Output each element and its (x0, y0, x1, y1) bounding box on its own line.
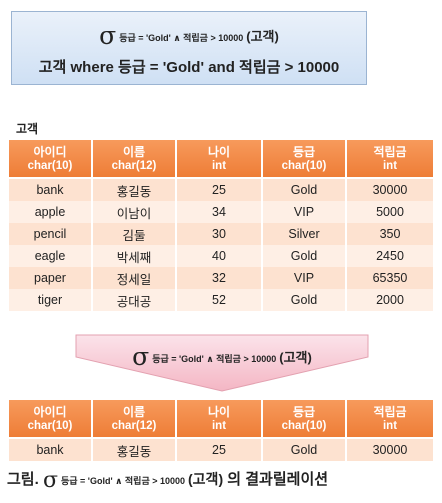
selection-formula: σ 등급 = 'Gold' ∧ 적립금 > 10000 (고객) (12, 23, 366, 48)
selection-condition: 등급 = 'Gold' ∧ 적립금 > 10000 (152, 354, 277, 364)
cell-name: 박세째 (93, 245, 177, 267)
column-name: 이름 (122, 144, 146, 159)
cell-points: 350 (347, 223, 433, 245)
column-type: int (211, 419, 227, 432)
selection-condition: 등급 = 'Gold' ∧ 적립금 > 10000 (119, 33, 244, 43)
table-row: paper 정세일 32 VIP 65350 (9, 267, 433, 289)
table-row: eagle 박세째 40 Gold 2450 (9, 245, 433, 267)
sigma-symbol: σ (42, 468, 58, 493)
column-type: int (211, 159, 227, 172)
sigma-symbol: σ (132, 342, 150, 371)
cell-points: 2000 (347, 289, 433, 311)
column-header: 이름 char(12) (93, 140, 177, 179)
relation-name: (고객) (279, 350, 312, 365)
cell-id: paper (9, 267, 93, 289)
cell-age: 34 (177, 201, 263, 223)
cell-name: 정세일 (93, 267, 177, 289)
column-type: int (382, 419, 398, 432)
cell-age: 52 (177, 289, 263, 311)
column-header: 나이 int (177, 400, 263, 439)
cell-id: pencil (9, 223, 93, 245)
cell-name: 공대공 (93, 289, 177, 311)
cell-grade: Gold (263, 289, 347, 311)
column-header: 적립금 int (347, 140, 433, 179)
column-type: char(12) (111, 159, 157, 172)
column-header: 적립금 int (347, 400, 433, 439)
cell-name: 김둘 (93, 223, 177, 245)
column-type: char(10) (27, 159, 73, 172)
selection-condition: 등급 = 'Gold' ∧ 적립금 > 10000 (60, 476, 186, 486)
column-name: 아이디 (33, 144, 67, 159)
column-name: 나이 (207, 144, 231, 159)
down-arrow-shape (75, 334, 369, 392)
cell-grade: Gold (263, 439, 347, 461)
column-type: char(10) (27, 419, 73, 432)
cell-id: bank (9, 179, 93, 201)
caption-prefix: 그림. (7, 471, 39, 488)
arrow-formula: σ 등급 = 'Gold' ∧ 적립금 > 10000 (고객) (72, 342, 372, 371)
cell-grade: VIP (263, 267, 347, 289)
result-relation-table: 아이디 char(10) 이름 char(12) 나이 int 등급 char(10) … (9, 400, 433, 461)
selection-arrow: σ 등급 = 'Gold' ∧ 적립금 > 10000 (고객) (72, 333, 372, 393)
cell-id: eagle (9, 245, 93, 267)
cell-age: 30 (177, 223, 263, 245)
column-header: 아이디 char(10) (9, 140, 93, 179)
column-header: 나이 int (177, 140, 263, 179)
cell-grade: VIP (263, 201, 347, 223)
cell-points: 30000 (347, 439, 433, 461)
caption-suffix: 의 결과릴레이션 (227, 471, 329, 488)
cell-points: 65350 (347, 267, 433, 289)
column-name: 아이디 (33, 404, 67, 419)
table-caption: 고객 (16, 122, 39, 136)
column-name: 나이 (207, 404, 231, 419)
column-type: char(10) (281, 419, 327, 432)
cell-id: tiger (9, 289, 93, 311)
cell-id: apple (9, 201, 93, 223)
sql-expression: 고객 where 등급 = 'Gold' and 적립금 > 10000 (38, 59, 340, 76)
cell-age: 40 (177, 245, 263, 267)
source-relation-table: 아이디 char(10) 이름 char(12) 나이 int 등급 char(10) … (9, 140, 433, 311)
header-row: 아이디 char(10) 이름 char(12) 나이 int 등급 char(10) … (9, 400, 433, 439)
cell-id: bank (9, 439, 93, 461)
cell-name: 홍길동 (93, 439, 177, 461)
header-row: 아이디 char(10) 이름 char(12) 나이 int 등급 char(10) … (9, 140, 433, 179)
selection-expression-box: σ 등급 = 'Gold' ∧ 적립금 > 10000 (고객) 고객 where … (11, 11, 367, 85)
cell-age: 25 (177, 179, 263, 201)
table-row: pencil 김둘 30 Silver 350 (9, 223, 433, 245)
column-name: 적립금 (373, 144, 407, 159)
cell-grade: Silver (263, 223, 347, 245)
column-name: 등급 (292, 404, 316, 419)
relation-name: (고객) (188, 471, 224, 487)
column-type: char(10) (281, 159, 327, 172)
cell-grade: Gold (263, 245, 347, 267)
column-name: 등급 (292, 144, 316, 159)
relation-name: (고객) (246, 29, 279, 44)
cell-age: 25 (177, 439, 263, 461)
column-name: 이름 (122, 404, 146, 419)
sigma-symbol: σ (99, 21, 117, 50)
cell-points: 30000 (347, 179, 433, 201)
cell-name: 홍길동 (93, 179, 177, 201)
column-header: 등급 char(10) (263, 140, 347, 179)
cell-grade: Gold (263, 179, 347, 201)
cell-points: 2450 (347, 245, 433, 267)
column-type: char(12) (111, 419, 157, 432)
column-type: int (382, 159, 398, 172)
column-header: 이름 char(12) (93, 400, 177, 439)
cell-age: 32 (177, 267, 263, 289)
table-row: bank 홍길동 25 Gold 30000 (9, 439, 433, 461)
column-name: 적립금 (373, 404, 407, 419)
table-row: apple 이남이 34 VIP 5000 (9, 201, 433, 223)
figure-caption: 그림. σ 등급 = 'Gold' ∧ 적립금 > 10000 (고객) 의 결과릴… (7, 468, 328, 493)
column-header: 아이디 char(10) (9, 400, 93, 439)
cell-points: 5000 (347, 201, 433, 223)
table-row: bank 홍길동 25 Gold 30000 (9, 179, 433, 201)
cell-name: 이남이 (93, 201, 177, 223)
column-header: 등급 char(10) (263, 400, 347, 439)
table-row: tiger 공대공 52 Gold 2000 (9, 289, 433, 311)
